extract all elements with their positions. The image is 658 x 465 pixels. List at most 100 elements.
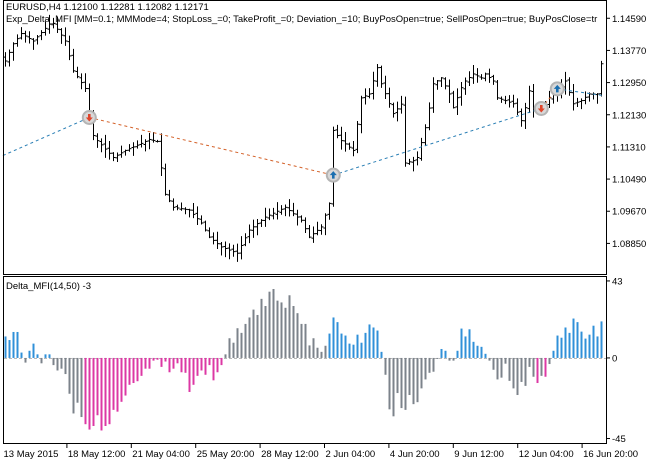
price-bar (247, 224, 252, 244)
histogram-bar (480, 346, 483, 358)
price-axis-label: 1.12950 (612, 78, 646, 89)
price-bar (411, 156, 416, 172)
price-bar (43, 21, 48, 36)
arrow-down-icon (85, 113, 93, 122)
symbol-ohlc-label: EURUSD,H4 1.12100 1.12281 1.12082 1.1217… (6, 2, 209, 13)
price-bar (451, 90, 456, 109)
price-bar (115, 152, 120, 163)
histogram-bar (584, 338, 587, 358)
price-bar (295, 209, 300, 226)
histogram-bar (588, 334, 591, 358)
price-bar (15, 34, 20, 47)
price-bar (147, 132, 152, 150)
price-bar (395, 101, 400, 122)
histogram-bar (196, 357, 199, 376)
buy-deal-marker[interactable] (325, 167, 341, 183)
price-bar (367, 88, 372, 99)
price-bar (511, 94, 516, 108)
price-bar (427, 102, 432, 131)
price-bar (19, 27, 24, 40)
histogram-bar (240, 332, 243, 358)
price-bar (299, 215, 304, 223)
histogram-bar (252, 309, 255, 358)
price-bar (267, 208, 272, 221)
price-axis-label: 1.14590 (612, 14, 646, 25)
price-bar (507, 95, 512, 108)
indicator-window-frame (3, 276, 607, 444)
histogram-bar (176, 357, 179, 364)
price-bar (207, 227, 212, 239)
price-bar (7, 49, 12, 67)
price-bar (319, 224, 324, 235)
sell-deal-marker[interactable] (81, 109, 97, 125)
buy-deal-marker[interactable] (549, 81, 565, 97)
histogram-bar (464, 336, 467, 358)
histogram-bar (468, 329, 471, 358)
price-bar (379, 65, 384, 88)
price-bar (315, 221, 320, 236)
price-bar (251, 219, 256, 238)
price-bar (135, 140, 140, 149)
price-bar (515, 98, 520, 116)
histogram-bar (412, 357, 415, 405)
price-bar (123, 149, 128, 156)
histogram-bar (248, 317, 251, 358)
histogram-bar (264, 306, 267, 358)
price-bar (151, 132, 156, 143)
price-axis-label: 1.10490 (612, 175, 646, 186)
histogram-bar (436, 357, 439, 359)
price-bar (175, 204, 180, 211)
time-axis-label: 12 Jun 04:00 (519, 449, 574, 460)
price-bar (495, 79, 500, 100)
price-bar (271, 207, 276, 220)
histogram-bar (56, 357, 59, 371)
histogram-bar (428, 357, 431, 373)
histogram-bar (64, 357, 67, 375)
price-bar (419, 137, 424, 161)
histogram-bar (308, 345, 311, 358)
price-bar (199, 215, 204, 225)
price-bar (363, 88, 368, 105)
histogram-bar (136, 357, 139, 382)
price-bar (291, 202, 296, 217)
histogram-bar (232, 342, 235, 358)
price-bar (371, 71, 376, 100)
histogram-bar (16, 331, 19, 358)
histogram-bar (472, 341, 475, 358)
histogram-bar (60, 357, 63, 369)
histogram-bar (388, 357, 391, 410)
histogram-bar (204, 357, 207, 375)
histogram-bar (484, 353, 487, 358)
histogram-bar (444, 350, 447, 358)
price-bar (35, 34, 40, 45)
price-axis-label: 1.12130 (612, 110, 646, 121)
time-axis-label: 9 Jun 12:00 (454, 449, 504, 460)
price-bar (475, 68, 480, 83)
price-bar (519, 108, 524, 127)
price-bar (99, 138, 104, 153)
histogram-bar (260, 298, 263, 358)
price-bar (471, 64, 476, 84)
histogram-bar (224, 354, 227, 358)
histogram-bar (48, 354, 51, 358)
price-bar (39, 30, 44, 41)
histogram-bar (284, 307, 287, 358)
histogram-bar (192, 357, 195, 385)
price-bar (163, 163, 168, 196)
histogram-bar (360, 342, 363, 358)
arrow-up-icon (329, 171, 337, 179)
sell-deal-marker[interactable] (533, 100, 549, 116)
histogram-bar (104, 357, 107, 426)
price-bar (159, 133, 164, 176)
histogram-bar (84, 357, 87, 425)
price-bar (503, 95, 508, 105)
price-bar (259, 219, 264, 228)
price-bar (95, 133, 100, 148)
price-axis-label: 1.11310 (612, 142, 646, 153)
price-bar (579, 98, 584, 110)
price-bar (139, 134, 144, 148)
histogram-bar (228, 338, 231, 358)
histogram-bar (352, 344, 355, 358)
price-bar (107, 140, 112, 160)
